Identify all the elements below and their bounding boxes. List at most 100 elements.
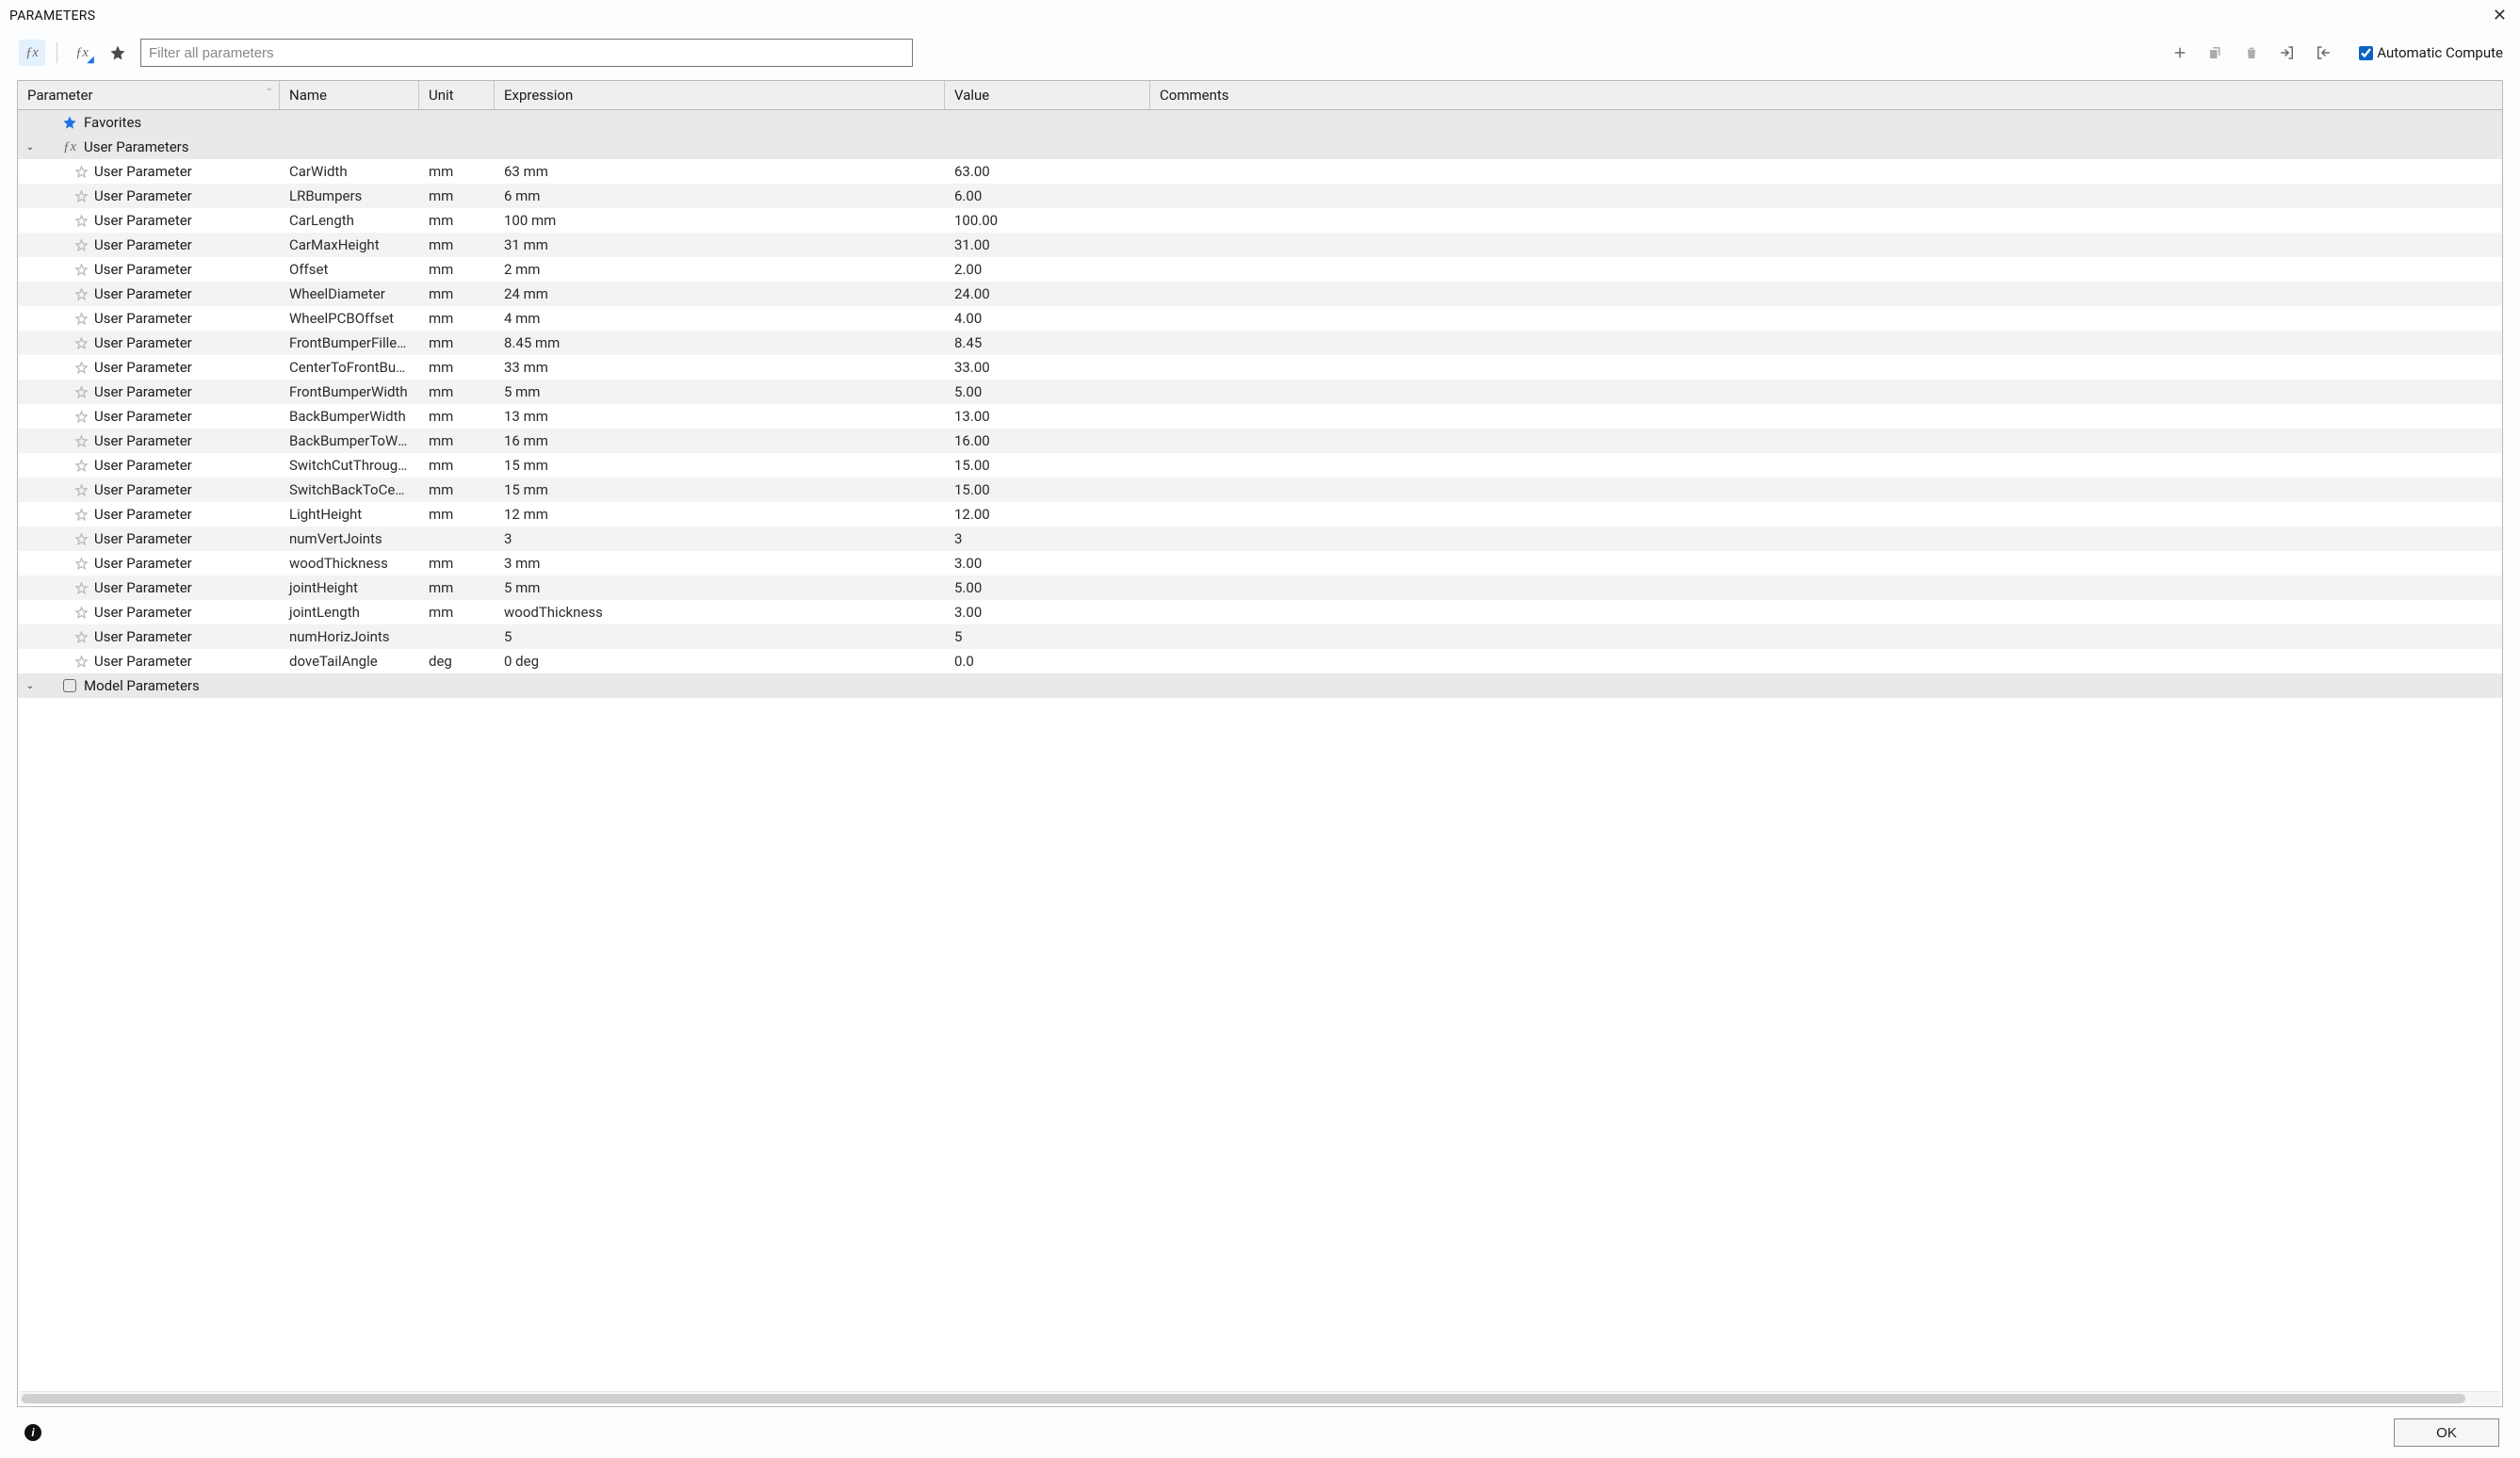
favorite-star-icon[interactable] [74, 287, 89, 301]
cell-expression[interactable]: 8.45 mm [495, 334, 945, 351]
cell-unit[interactable]: mm [419, 481, 495, 498]
table-row[interactable]: User ParameterCarWidthmm63 mm63.00 [18, 159, 2502, 184]
cell-unit[interactable]: mm [419, 432, 495, 449]
table-row[interactable]: User ParameterCenterToFrontBum…mm33 mm33… [18, 355, 2502, 380]
cell-expression[interactable]: 12 mm [495, 506, 945, 523]
cell-name[interactable]: FrontBumperWidth [280, 383, 419, 400]
favorite-star-icon[interactable] [74, 263, 89, 277]
collapse-caret[interactable]: ⌄ [24, 142, 37, 153]
cell-unit[interactable]: mm [419, 187, 495, 204]
ok-button[interactable]: OK [2394, 1418, 2499, 1447]
favorite-star-icon[interactable] [74, 410, 89, 424]
scrollbar-thumb[interactable] [22, 1394, 2465, 1403]
favorite-star-icon[interactable] [74, 483, 89, 497]
col-header-unit[interactable]: Unit [419, 81, 495, 109]
cell-expression[interactable]: 16 mm [495, 432, 945, 449]
table-row[interactable]: User ParameterCarMaxHeightmm31 mm31.00 [18, 233, 2502, 257]
cell-expression[interactable]: 3 mm [495, 555, 945, 572]
fx-button[interactable]: ƒx [19, 40, 45, 66]
cell-expression[interactable]: 4 mm [495, 310, 945, 327]
table-row[interactable]: User ParameterwoodThicknessmm3 mm3.00 [18, 551, 2502, 575]
cell-unit[interactable]: mm [419, 359, 495, 376]
table-row[interactable]: User ParameterBackBumperToWh…mm16 mm16.0… [18, 429, 2502, 453]
table-row[interactable]: User ParameterCarLengthmm100 mm100.00 [18, 208, 2502, 233]
cell-expression[interactable]: 0 deg [495, 653, 945, 670]
cell-expression[interactable]: 6 mm [495, 187, 945, 204]
cell-name[interactable]: doveTailAngle [280, 653, 419, 670]
table-row[interactable]: User ParameterLightHeightmm12 mm12.00 [18, 502, 2502, 526]
cell-name[interactable]: WheelPCBOffset [280, 310, 419, 327]
favorite-star-icon[interactable] [74, 655, 89, 669]
cell-unit[interactable]: mm [419, 310, 495, 327]
favorite-star-icon[interactable] [74, 508, 89, 522]
favorite-star-icon[interactable] [74, 238, 89, 252]
favorite-star-icon[interactable] [74, 189, 89, 203]
favorite-star-icon[interactable] [74, 312, 89, 326]
favorite-star-icon[interactable] [74, 165, 89, 179]
cell-name[interactable]: BackBumperWidth [280, 408, 419, 425]
horizontal-scrollbar[interactable] [20, 1391, 2500, 1404]
favorite-star-icon[interactable] [74, 630, 89, 644]
favorite-star-icon[interactable] [74, 532, 89, 546]
col-header-value[interactable]: Value [945, 81, 1150, 109]
auto-compute-toggle[interactable]: Automatic Compute [2359, 44, 2503, 61]
table-row[interactable]: User ParameterLRBumpersmm6 mm6.00 [18, 184, 2502, 208]
cell-unit[interactable]: mm [419, 457, 495, 474]
favorite-star-icon[interactable] [74, 434, 89, 448]
cell-name[interactable]: jointLength [280, 604, 419, 621]
cell-expression[interactable]: 15 mm [495, 481, 945, 498]
cell-expression[interactable]: 100 mm [495, 212, 945, 229]
cell-expression[interactable]: woodThickness [495, 604, 945, 621]
export-button[interactable] [2310, 40, 2336, 66]
cell-name[interactable]: numVertJoints [280, 530, 419, 547]
section-user-parameters[interactable]: ⌄ ƒx User Parameters [18, 135, 2502, 159]
cell-unit[interactable]: mm [419, 555, 495, 572]
cell-expression[interactable]: 5 mm [495, 383, 945, 400]
cell-name[interactable]: CenterToFrontBum… [280, 359, 419, 376]
cell-name[interactable]: Offset [280, 261, 419, 278]
table-row[interactable]: User ParameterSwitchBackToCentermm15 mm1… [18, 478, 2502, 502]
table-row[interactable]: User ParameterSwitchCutThrough…mm15 mm15… [18, 453, 2502, 478]
favorite-star-icon[interactable] [74, 336, 89, 350]
col-header-expression[interactable]: Expression [495, 81, 945, 109]
cell-name[interactable]: SwitchCutThrough… [280, 457, 419, 474]
filter-input[interactable] [140, 39, 913, 67]
table-row[interactable]: User ParameterWheelPCBOffsetmm4 mm4.00 [18, 306, 2502, 331]
cell-name[interactable]: WheelDiameter [280, 285, 419, 302]
cell-name[interactable]: CarMaxHeight [280, 236, 419, 253]
cell-unit[interactable]: deg [419, 653, 495, 670]
cell-name[interactable]: CarLength [280, 212, 419, 229]
cell-name[interactable]: numHorizJoints [280, 628, 419, 645]
cell-expression[interactable]: 15 mm [495, 457, 945, 474]
cell-expression[interactable]: 63 mm [495, 163, 945, 180]
favorite-star-icon[interactable] [74, 361, 89, 375]
cell-unit[interactable]: mm [419, 604, 495, 621]
table-row[interactable]: User ParameterdoveTailAngledeg0 deg0.0 [18, 649, 2502, 673]
cell-unit[interactable]: mm [419, 163, 495, 180]
copy-button[interactable] [2203, 40, 2229, 66]
cell-name[interactable]: jointHeight [280, 579, 419, 596]
cell-name[interactable]: BackBumperToWh… [280, 432, 419, 449]
cell-expression[interactable]: 2 mm [495, 261, 945, 278]
section-model-parameters[interactable]: ⌄ Model Parameters [18, 673, 2502, 698]
delete-button[interactable] [2238, 40, 2265, 66]
cell-name[interactable]: woodThickness [280, 555, 419, 572]
add-parameter-button[interactable] [2167, 40, 2193, 66]
cell-name[interactable]: LRBumpers [280, 187, 419, 204]
cell-unit[interactable]: mm [419, 383, 495, 400]
favorite-star-icon[interactable] [74, 459, 89, 473]
cell-expression[interactable]: 13 mm [495, 408, 945, 425]
close-button[interactable]: ✕ [2489, 6, 2511, 25]
cell-expression[interactable]: 31 mm [495, 236, 945, 253]
info-icon[interactable]: i [24, 1424, 41, 1441]
table-row[interactable]: User ParameterBackBumperWidthmm13 mm13.0… [18, 404, 2502, 429]
cell-unit[interactable]: mm [419, 334, 495, 351]
col-header-comments[interactable]: Comments [1150, 81, 2502, 109]
import-button[interactable] [2274, 40, 2301, 66]
cell-name[interactable]: CarWidth [280, 163, 419, 180]
table-row[interactable]: User ParameterjointHeightmm5 mm5.00 [18, 575, 2502, 600]
cell-expression[interactable]: 5 mm [495, 579, 945, 596]
cell-expression[interactable]: 5 [495, 628, 945, 645]
cell-name[interactable]: FrontBumperFillet… [280, 334, 419, 351]
col-header-parameter[interactable]: Parameter ⌄ [18, 81, 280, 109]
